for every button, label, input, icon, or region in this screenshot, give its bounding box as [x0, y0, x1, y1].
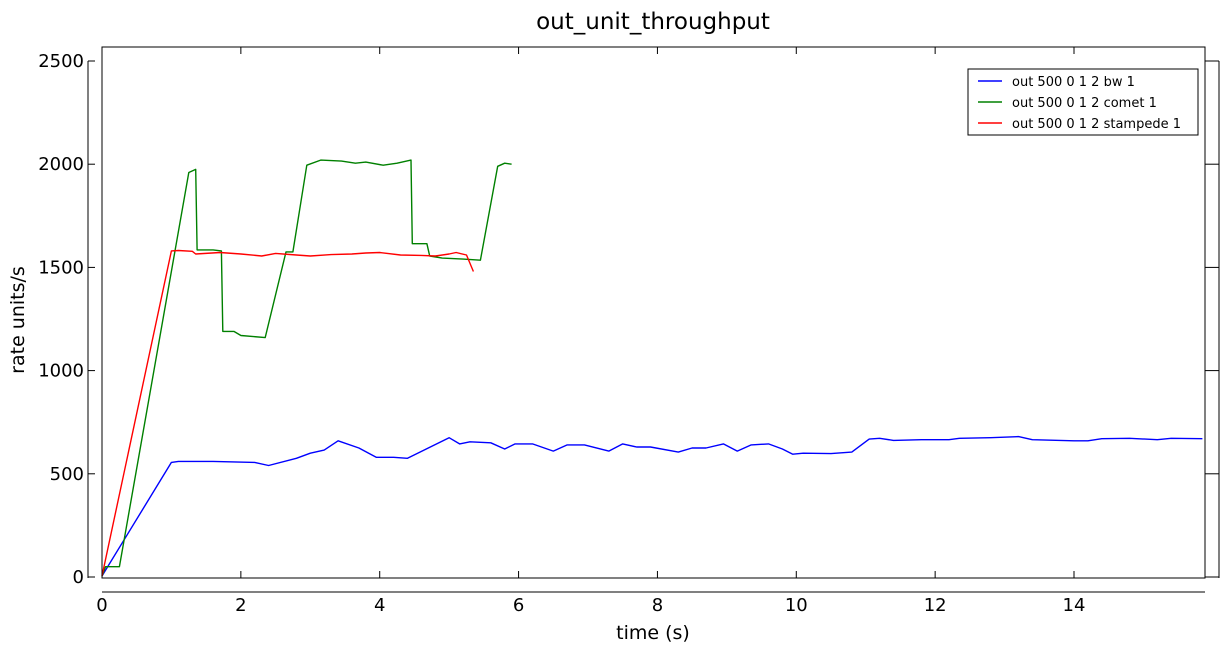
plot-frame: [101, 46, 1206, 579]
x-tick-label: 2: [235, 595, 246, 616]
x-tick-label: 4: [374, 595, 385, 616]
plot-lines: [101, 159, 1203, 577]
series-line-2: [101, 159, 512, 577]
x-axis-label: time (s): [616, 622, 690, 644]
y-tick-label: 1000: [38, 361, 84, 382]
legend: out 500 0 1 2 bw 1 out 500 0 1 2 comet 1 o…: [967, 68, 1199, 136]
series-line-1: [101, 435, 1203, 577]
series-line-3: [101, 249, 475, 577]
y-tick-label: 2500: [38, 51, 84, 72]
x-tick-label: 8: [652, 595, 663, 616]
y-tick-label: 500: [50, 464, 84, 485]
y-tick-label: 0: [73, 567, 84, 588]
x-tick-label: 6: [513, 595, 524, 616]
y-axis-label: rate units/s: [7, 266, 29, 374]
axis-ticks: 0 2 4 6 8 10 12 14 0 500 1000 1500 2000 2500: [38, 47, 1219, 616]
legend-entry-1: out 500 0 1 2 bw 1: [1012, 75, 1135, 90]
x-tick-label: 0: [96, 595, 107, 616]
y-axis-spine: [87, 61, 1220, 578]
x-tick-label: 14: [1063, 595, 1086, 616]
y-tick-label: 2000: [38, 154, 84, 175]
chart-title: out_unit_throughput: [536, 9, 770, 35]
legend-entry-2: out 500 0 1 2 comet 1: [1012, 96, 1157, 111]
x-tick-label: 12: [924, 595, 947, 616]
legend-box: [967, 68, 1199, 136]
legend-entry-3: out 500 0 1 2 stampede 1: [1012, 117, 1181, 132]
y-tick-label: 1500: [38, 257, 84, 278]
x-tick-label: 10: [785, 595, 808, 616]
